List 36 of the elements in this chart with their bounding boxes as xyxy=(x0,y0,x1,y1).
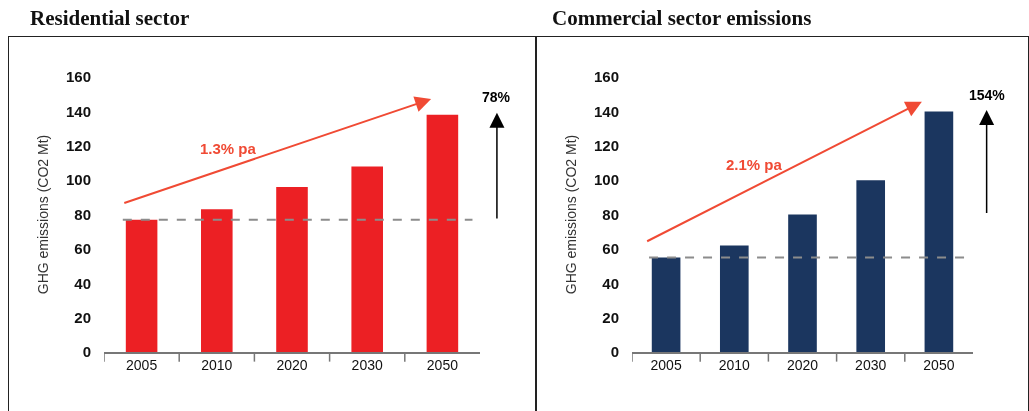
y-tick-label: 60 xyxy=(74,240,91,258)
y-tick-label: 100 xyxy=(593,171,619,189)
chart-title: Residential sector xyxy=(30,6,190,31)
x-tick-label: 2010 xyxy=(718,357,751,374)
y-tick-label: 140 xyxy=(593,102,619,120)
chart-title: Commercial sector emissions xyxy=(552,6,812,31)
y-tick-label: 140 xyxy=(65,102,91,120)
x-tick-label: 2005 xyxy=(650,357,682,374)
y-tick-label: 0 xyxy=(610,343,619,361)
y-tick-label: 0 xyxy=(82,343,91,361)
y-tick-label: 80 xyxy=(602,205,619,223)
annotation: 2.1% pa xyxy=(726,156,783,173)
x-tick-label: 2005 xyxy=(126,357,158,374)
x-tick-label: 2030 xyxy=(855,357,887,374)
x-tick-label: 2050 xyxy=(426,357,459,374)
y-axis-title: GHG emissions (CO2 Mt) xyxy=(34,134,51,295)
x-tick-label: 2030 xyxy=(351,357,383,374)
y-tick-label: 120 xyxy=(65,137,91,154)
y-tick-label: 160 xyxy=(65,68,91,86)
y-axis-title: GHG emissions (CO2 Mt) xyxy=(562,134,579,295)
annotation: 1.3% pa xyxy=(200,140,257,157)
y-tick-label: 40 xyxy=(602,274,619,292)
x-tick-label: 2020 xyxy=(786,357,819,374)
y-tick-label: 60 xyxy=(602,240,619,258)
y-tick-label: 120 xyxy=(593,137,619,154)
x-tick-label: 2010 xyxy=(201,357,233,374)
x-tick-label: 2020 xyxy=(276,357,308,374)
y-tick-label: 20 xyxy=(74,308,91,326)
y-tick-label: 100 xyxy=(65,171,91,189)
y-tick-label: 160 xyxy=(593,68,619,86)
text: 78% xyxy=(482,89,511,105)
x-tick-label: 2050 xyxy=(923,357,955,374)
annotation: 154% xyxy=(969,87,1006,103)
y-tick-label: 40 xyxy=(74,274,91,292)
y-tick-label: 80 xyxy=(74,205,91,223)
y-tick-label: 20 xyxy=(602,308,619,326)
